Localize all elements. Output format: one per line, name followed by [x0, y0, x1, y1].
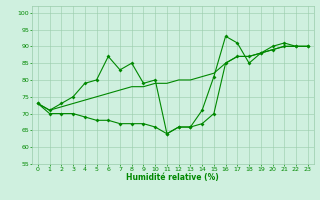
X-axis label: Humidité relative (%): Humidité relative (%) — [126, 173, 219, 182]
